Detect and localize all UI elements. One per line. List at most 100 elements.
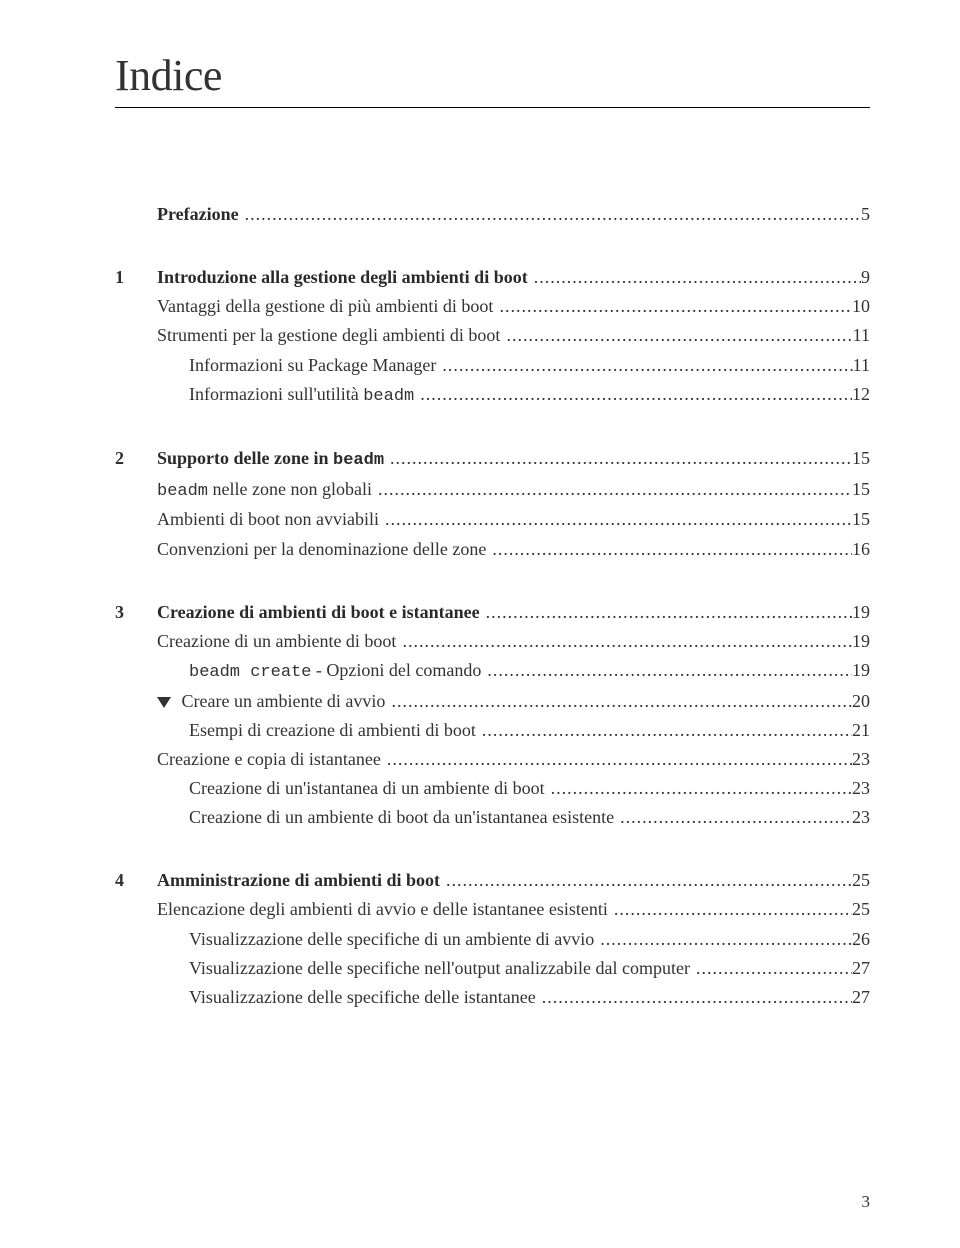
dot-leader: ........................................… xyxy=(608,895,852,924)
toc-entry[interactable]: Visualizzazione delle specifiche delle i… xyxy=(115,983,870,1012)
page-title: Indice xyxy=(115,50,870,101)
toc-page-number: 5 xyxy=(861,200,870,229)
toc-label: Creazione di un'istantanea di un ambient… xyxy=(189,774,545,803)
toc-entry[interactable]: Informazioni sull'utilità beadm.........… xyxy=(115,380,870,411)
toc-page-number: 15 xyxy=(852,505,870,534)
toc-entry[interactable]: Prefazione..............................… xyxy=(115,200,870,229)
toc-entry[interactable]: beadm create - Opzioni del comando......… xyxy=(115,656,870,687)
dot-leader: ........................................… xyxy=(381,745,852,774)
toc-label: Informazioni sull'utilità beadm xyxy=(189,380,414,411)
dot-leader: ........................................… xyxy=(536,983,852,1012)
dot-leader: ........................................… xyxy=(476,716,852,745)
toc-label: Visualizzazione delle specifiche delle i… xyxy=(189,983,536,1012)
toc-label: Visualizzazione delle specifiche di un a… xyxy=(189,925,594,954)
toc-label: Introduzione alla gestione degli ambient… xyxy=(157,263,528,292)
toc-entry[interactable]: Convenzioni per la denominazione delle z… xyxy=(115,535,870,564)
toc-page-number: 23 xyxy=(852,803,870,832)
toc-label: Creazione di un ambiente di boot xyxy=(157,627,396,656)
toc-label: Vantaggi della gestione di più ambienti … xyxy=(157,292,493,321)
toc-entry[interactable]: Vantaggi della gestione di più ambienti … xyxy=(115,292,870,321)
toc-label: Strumenti per la gestione degli ambienti… xyxy=(157,321,500,350)
dot-leader: ........................................… xyxy=(545,774,852,803)
chapter-number: 1 xyxy=(115,263,157,292)
toc-entry[interactable]: Ambienti di boot non avviabili..........… xyxy=(115,505,870,534)
dot-leader: ........................................… xyxy=(480,598,852,627)
dot-leader: ........................................… xyxy=(396,627,852,656)
toc-page-number: 21 xyxy=(852,716,870,745)
dot-leader: ........................................… xyxy=(594,925,852,954)
toc-label: Elencazione degli ambienti di avvio e de… xyxy=(157,895,608,924)
toc-page-number: 26 xyxy=(852,925,870,954)
chapter-number: 4 xyxy=(115,866,157,895)
dot-leader: ........................................… xyxy=(528,263,861,292)
toc-page-number: 16 xyxy=(852,535,870,564)
toc-page-number: 23 xyxy=(852,774,870,803)
toc-page-number: 11 xyxy=(853,321,870,350)
toc-page-number: 15 xyxy=(852,475,870,504)
toc-label: Esempi di creazione di ambienti di boot xyxy=(189,716,476,745)
dot-leader: ........................................… xyxy=(493,292,852,321)
dot-leader: ........................................… xyxy=(379,505,852,534)
toc-page-number: 9 xyxy=(861,263,870,292)
toc-label: beadm nelle zone non globali xyxy=(157,475,372,506)
toc-label: Supporto delle zone in beadm xyxy=(157,444,384,475)
dot-leader: ........................................… xyxy=(440,866,852,895)
toc-page-number: 25 xyxy=(852,895,870,924)
toc-entry[interactable]: Creazione di un ambiente di boot da un'i… xyxy=(115,803,870,832)
chapter-number: 3 xyxy=(115,598,157,627)
toc-page-number: 27 xyxy=(852,954,870,983)
dot-leader: ........................................… xyxy=(690,954,852,983)
code-text: beadm create xyxy=(189,663,311,682)
toc-entry[interactable]: Esempi di creazione di ambienti di boot.… xyxy=(115,716,870,745)
toc-page-number: 15 xyxy=(852,444,870,473)
toc-entry[interactable]: Visualizzazione delle specifiche di un a… xyxy=(115,925,870,954)
toc-label: Creazione e copia di istantanee xyxy=(157,745,381,774)
chapter-number: 2 xyxy=(115,444,157,473)
code-text: beadm xyxy=(363,387,414,406)
toc-entry[interactable]: Strumenti per la gestione degli ambienti… xyxy=(115,321,870,350)
caret-down-icon xyxy=(157,697,171,708)
code-text: beadm xyxy=(333,451,384,470)
toc-entry[interactable]: Visualizzazione delle specifiche nell'ou… xyxy=(115,954,870,983)
code-text: beadm xyxy=(157,482,208,501)
toc-page-number: 27 xyxy=(852,983,870,1012)
toc-entry[interactable]: 1Introduzione alla gestione degli ambien… xyxy=(115,263,870,292)
toc-entry[interactable]: Creazione e copia di istantanee.........… xyxy=(115,745,870,774)
footer-page-number: 3 xyxy=(862,1192,871,1212)
dot-leader: ........................................… xyxy=(239,200,861,229)
toc-entry[interactable]: 2Supporto delle zone in beadm...........… xyxy=(115,444,870,475)
toc-entry[interactable]: Creare un ambiente di avvio.............… xyxy=(115,687,870,716)
dot-leader: ........................................… xyxy=(500,321,852,350)
toc-entry[interactable]: Creazione di un ambiente di boot........… xyxy=(115,627,870,656)
toc-label: Creazione di ambienti di boot e istantan… xyxy=(157,598,480,627)
toc-entry[interactable]: Elencazione degli ambienti di avvio e de… xyxy=(115,895,870,924)
toc-entry[interactable]: beadm nelle zone non globali............… xyxy=(115,475,870,506)
table-of-contents: Prefazione..............................… xyxy=(115,200,870,1012)
dot-leader: ........................................… xyxy=(372,475,852,504)
toc-entry[interactable]: Informazioni su Package Manager.........… xyxy=(115,351,870,380)
dot-leader: ........................................… xyxy=(384,444,852,473)
toc-label: Convenzioni per la denominazione delle z… xyxy=(157,535,486,564)
toc-label: Creazione di un ambiente di boot da un'i… xyxy=(189,803,614,832)
title-rule xyxy=(115,107,870,108)
toc-page-number: 20 xyxy=(852,687,870,716)
toc-label: Creare un ambiente di avvio xyxy=(157,687,385,716)
toc-entry[interactable]: 3Creazione di ambienti di boot e istanta… xyxy=(115,598,870,627)
toc-label: Informazioni su Package Manager xyxy=(189,351,436,380)
toc-entry[interactable]: 4Amministrazione di ambienti di boot....… xyxy=(115,866,870,895)
toc-page-number: 23 xyxy=(852,745,870,774)
toc-label: Prefazione xyxy=(157,200,239,229)
toc-page-number: 10 xyxy=(852,292,870,321)
toc-page-number: 19 xyxy=(852,656,870,685)
toc-label: Visualizzazione delle specifiche nell'ou… xyxy=(189,954,690,983)
toc-page-number: 25 xyxy=(852,866,870,895)
dot-leader: ........................................… xyxy=(614,803,852,832)
toc-label: Amministrazione di ambienti di boot xyxy=(157,866,440,895)
dot-leader: ........................................… xyxy=(486,535,852,564)
toc-label: beadm create - Opzioni del comando xyxy=(189,656,481,687)
toc-entry[interactable]: Creazione di un'istantanea di un ambient… xyxy=(115,774,870,803)
dot-leader: ........................................… xyxy=(481,656,852,685)
toc-page-number: 12 xyxy=(852,380,870,409)
dot-leader: ........................................… xyxy=(414,380,852,409)
toc-page-number: 19 xyxy=(852,627,870,656)
